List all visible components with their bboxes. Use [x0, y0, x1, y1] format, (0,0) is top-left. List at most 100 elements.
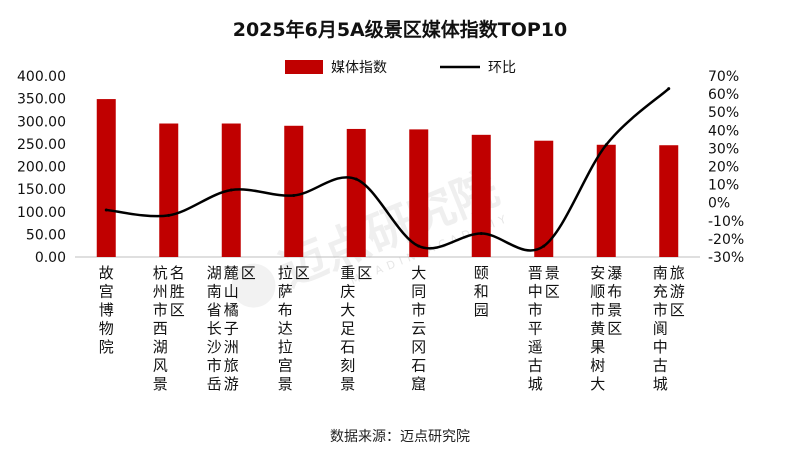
category-label-char: 旅 — [670, 264, 685, 282]
bar — [471, 134, 491, 257]
chart-title: 2025年6月5A级景区媒体指数TOP10 — [233, 18, 568, 41]
category-label-char: 区 — [607, 320, 622, 338]
category-label-char: 区 — [241, 264, 256, 282]
y-left-tick-label: 300.00 — [17, 114, 66, 130]
category-label-char: 市 — [528, 301, 543, 319]
line-series-path — [106, 87, 670, 252]
category-label-char: 风 — [153, 357, 168, 375]
bar — [96, 99, 116, 257]
category-label-char: 市 — [653, 301, 668, 319]
y-axis-right: -30% -20% -10% 0% 10% 20% 30% 40% 50% 60% 70% — [708, 69, 744, 266]
bar — [409, 129, 429, 257]
category-label-char: 庆 — [340, 283, 355, 301]
category-label-char: 湖 — [153, 338, 168, 356]
y-left-tick-label: 0.00 — [35, 250, 66, 266]
y-right-tick-label: -30% — [708, 250, 744, 266]
category-label-char: 冈 — [411, 338, 426, 356]
category-label-char: 宫 — [99, 283, 114, 301]
y-left-tick-label: 250.00 — [17, 137, 66, 153]
category-label-char: 重 — [340, 264, 355, 282]
category-label-char: 布 — [278, 301, 293, 319]
y-right-tick-label: -20% — [708, 232, 744, 248]
y-right-tick-label: 20% — [708, 160, 739, 176]
y-right-tick-label: 0% — [708, 196, 730, 212]
category-label-char: 区 — [170, 301, 185, 319]
legend-label-line: 环比 — [488, 60, 516, 76]
category-label-char: 安 — [590, 264, 605, 282]
category-label-char: 窟 — [411, 375, 426, 393]
category-label-char: 市 — [207, 357, 222, 375]
category-label-char: 西 — [153, 320, 168, 338]
category-label-char: 游 — [670, 283, 685, 301]
legend-label-bar: 媒体指数 — [331, 60, 387, 76]
category-label-char: 顺 — [590, 283, 605, 301]
category-label-char: 大 — [340, 301, 355, 319]
category-label-char: 区 — [357, 264, 372, 282]
category-label-char: 南 — [653, 264, 668, 282]
category-label-char: 市 — [411, 301, 426, 319]
legend-swatch-bar — [285, 60, 323, 74]
category-label-char: 宫 — [278, 357, 293, 375]
category-label-char: 博 — [99, 301, 114, 319]
category-label-char: 大 — [411, 264, 426, 282]
bar — [284, 125, 304, 258]
category-label-char: 同 — [411, 283, 426, 301]
category-label-char: 瀑 — [607, 264, 622, 282]
category-label-char: 古 — [528, 357, 543, 375]
category-label-char: 和 — [474, 283, 489, 301]
category-label-char: 市 — [590, 301, 605, 319]
category-label-char: 南 — [207, 283, 222, 301]
category-label-char: 阆 — [653, 320, 668, 338]
y-right-tick-label: 70% — [708, 69, 739, 85]
category-label-char: 游 — [224, 375, 239, 393]
category-label-char: 萨 — [278, 283, 293, 301]
category-label-char: 颐 — [474, 264, 489, 282]
bar — [346, 128, 366, 257]
bar — [159, 123, 179, 257]
category-label-char: 中 — [528, 283, 543, 301]
bar — [596, 144, 616, 257]
category-label-char: 子 — [224, 320, 239, 338]
category-label-char: 旅 — [224, 357, 239, 375]
category-label-char: 拉 — [278, 264, 293, 282]
source-note: 数据来源：迈点研究院 — [330, 429, 470, 445]
category-label-char: 果 — [590, 338, 605, 356]
category-label-char: 区 — [545, 283, 560, 301]
category-label-char: 橘 — [224, 301, 239, 319]
category-label-char: 杭 — [153, 264, 168, 282]
watermark-logo-icon — [231, 263, 276, 308]
category-label-char: 达 — [278, 320, 293, 338]
category-label-char: 拉 — [278, 338, 293, 356]
y-left-tick-label: 350.00 — [17, 92, 66, 108]
category-label: 颐和园 — [474, 264, 489, 319]
y-axis-left: 0.00 50.00 100.00 150.00 200.00 250.00 300.00 3… — [17, 69, 66, 266]
category-label-char: 景 — [278, 375, 293, 393]
category-label-char: 长 — [207, 320, 222, 338]
category-label-char: 湖 — [207, 264, 222, 282]
y-left-tick-label: 200.00 — [17, 160, 66, 176]
category-label-char: 景 — [545, 264, 560, 282]
category-label-char: 胜 — [170, 283, 185, 301]
category-label-char: 市 — [153, 301, 168, 319]
bar — [659, 145, 679, 257]
category-label-char: 晋 — [528, 264, 543, 282]
y-right-tick-label: 30% — [708, 141, 739, 157]
category-label-char: 云 — [411, 320, 426, 338]
category-label-char: 刻 — [340, 357, 355, 375]
bar-series — [96, 87, 679, 258]
category-label-char: 园 — [474, 301, 489, 319]
y-right-tick-label: -10% — [708, 214, 744, 230]
category-label-char: 名 — [170, 264, 185, 282]
category-label-char: 景 — [153, 375, 168, 393]
category-label-char: 院 — [99, 338, 114, 356]
y-right-tick-label: 10% — [708, 178, 739, 194]
